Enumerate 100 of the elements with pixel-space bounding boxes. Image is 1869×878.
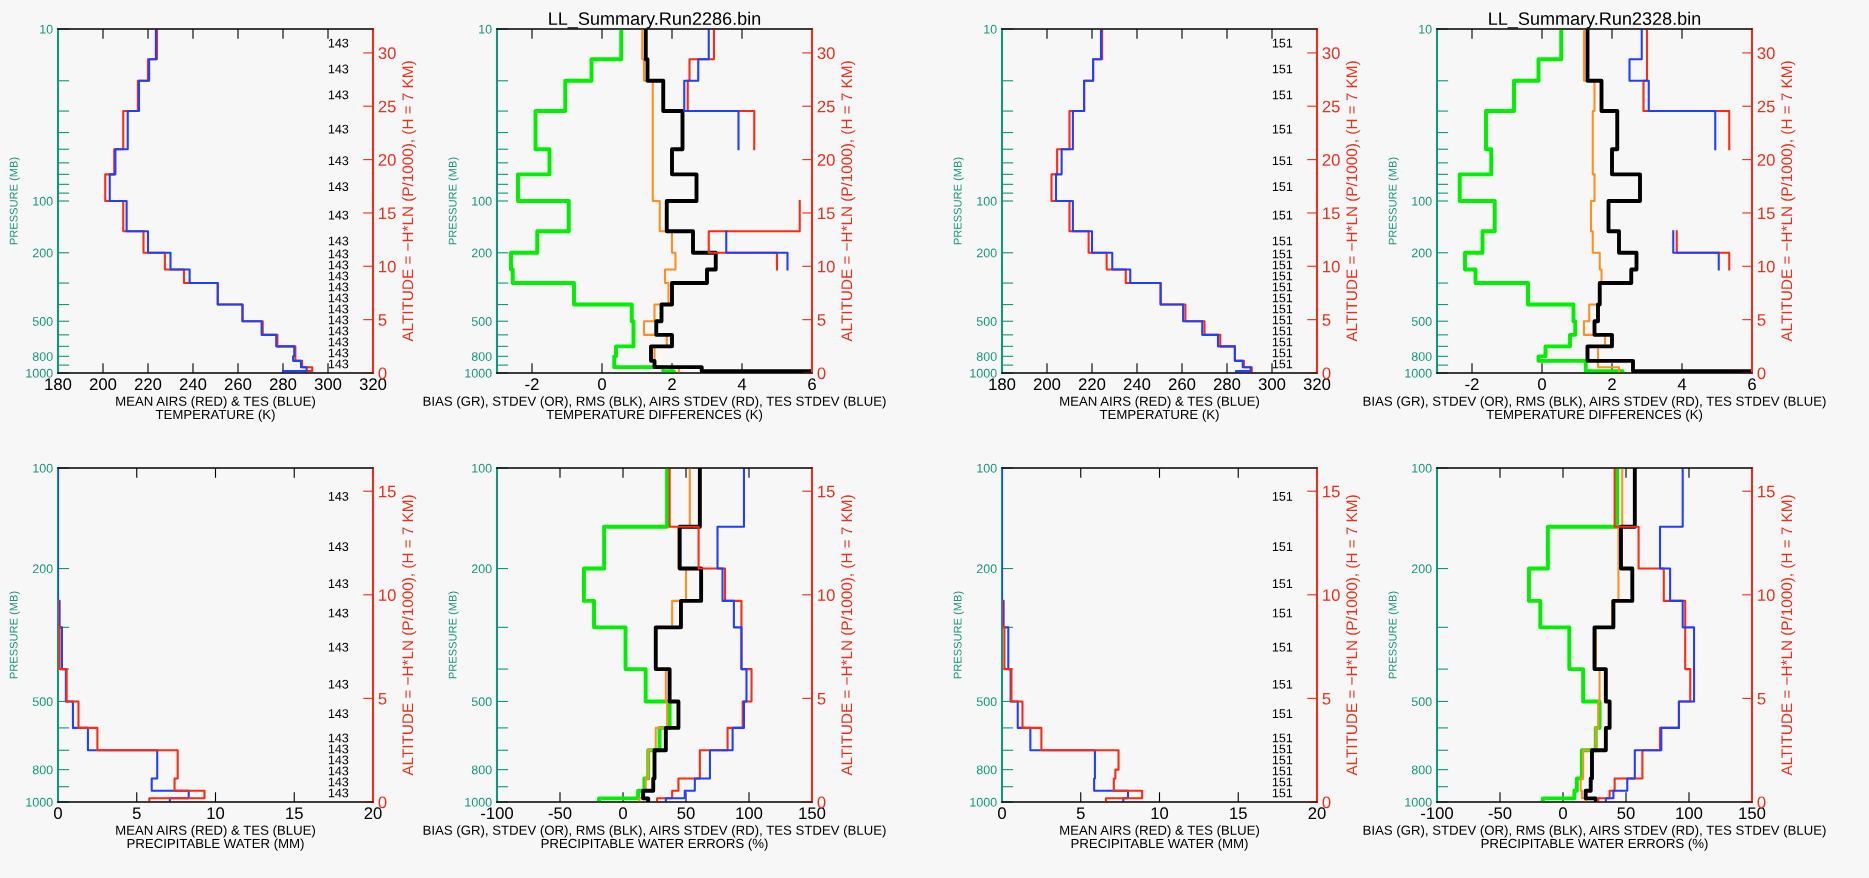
y-tick-label: 800 [1411, 352, 1432, 361]
y2-tick-label: 15 [1758, 485, 1775, 498]
x-tick-label: -50 [548, 807, 572, 820]
y2-tick-label: 15 [379, 207, 396, 220]
y2-tick-label: 15 [818, 207, 835, 220]
y-tick-label: 100 [472, 196, 492, 206]
y2-tick-label: 10 [1323, 589, 1340, 602]
annotation: 143 [328, 766, 349, 776]
y2-tick-label: 0 [378, 367, 387, 380]
annotation: 151 [1272, 64, 1293, 74]
x-axis-title: BIAS (GR), STDEV (OR), RMS (BLK), AIRS STDEV (RD), TES STDEV (BLUE) TEMPERATURE DIFFERENCES (K) [423, 396, 886, 422]
x-tick-label: 4 [1677, 378, 1687, 390]
x-tick-label: -2 [1465, 378, 1479, 390]
x-tick-label: 150 [1739, 807, 1766, 820]
annotation: 151 [1272, 709, 1293, 719]
y2-tick-label: 0 [817, 367, 826, 380]
annotation: 143 [328, 733, 349, 743]
y2-tick-label: 0 [1322, 367, 1331, 380]
x-tick-label: 2 [668, 378, 676, 390]
x-tick-label: 280 [269, 378, 297, 391]
y-axis-title: PRESSURE (MB) [448, 157, 459, 245]
x-tick-label: 50 [1617, 807, 1635, 820]
annotation: 143 [328, 642, 349, 652]
y2-tick-label: 15 [1323, 207, 1340, 220]
y2-tick-label: 25 [1757, 100, 1775, 113]
y-tick-label: 500 [32, 317, 53, 326]
annotation: 151 [1272, 579, 1293, 589]
x-tick-label: 150 [799, 807, 826, 820]
y2-axis-title: ALTITUDE = −H*LN (P/1000), (H = 7 KM) [1345, 61, 1361, 342]
y-axis-title: PRESSURE (MB) [1388, 157, 1399, 245]
annotation: 143 [328, 491, 349, 501]
y2-tick-label: 30 [1757, 47, 1775, 60]
y2-tick-label: 5 [817, 692, 826, 705]
y2-tick-label: 5 [1322, 314, 1331, 326]
y2-tick-label: 10 [379, 260, 396, 273]
y2-tick-label: 5 [817, 314, 826, 326]
annotation: 151 [1272, 304, 1293, 314]
x-tick-label: 15 [1230, 807, 1247, 820]
x-tick-label: 0 [619, 807, 627, 820]
annotation: 151 [1272, 788, 1293, 798]
y-axis-title: PRESSURE (MB) [9, 591, 20, 679]
x-tick-label: 10 [1151, 807, 1169, 820]
y-tick-label: 500 [471, 317, 492, 326]
x-tick-label: 200 [89, 378, 117, 391]
annotation: 151 [1272, 348, 1293, 358]
y-tick-label: 200 [976, 564, 997, 574]
y2-tick-label: 10 [1758, 260, 1775, 273]
y2-tick-label: 5 [1757, 314, 1766, 326]
y-tick-label: 100 [1412, 463, 1432, 473]
y-tick-label: 100 [977, 463, 997, 473]
annotation: 151 [1272, 642, 1293, 652]
y-axis-title: PRESSURE (MB) [448, 591, 459, 679]
x-axis-title: MEAN AIRS (RED) & TES (BLUE) PRECIPITABLE WATER (MM) [1060, 825, 1260, 851]
annotation: 151 [1272, 777, 1293, 787]
annotation: 143 [328, 38, 349, 48]
y-tick-label: 10 [479, 24, 492, 34]
line-series [1457, 29, 1625, 373]
y-tick-label: 100 [1412, 196, 1432, 206]
y-tick-label: 1000 [26, 797, 53, 807]
annotation: 151 [1272, 359, 1293, 369]
y2-tick-label: 0 [378, 796, 387, 809]
x-tick-label: -2 [525, 378, 539, 390]
x-tick-label: 320 [359, 378, 387, 391]
x-tick-label: 0 [54, 807, 62, 820]
x-tick-label: 280 [1213, 378, 1241, 391]
x-tick-label: 0 [598, 378, 606, 391]
x-tick-label: 300 [314, 378, 342, 391]
annotation: 143 [328, 542, 349, 552]
annotation: 151 [1272, 182, 1293, 192]
y-tick-label: 100 [33, 196, 53, 206]
chart-title: LL_Summary.Run2328.bin [1489, 11, 1701, 29]
y2-tick-label: 25 [1322, 100, 1340, 113]
y2-tick-label: 5 [1757, 692, 1766, 705]
y-axis-title: PRESSURE (MB) [953, 157, 964, 245]
y-tick-label: 10 [984, 24, 997, 34]
y-tick-label: 200 [976, 248, 997, 258]
annotation: 151 [1272, 755, 1293, 765]
annotation: 143 [328, 236, 349, 246]
x-tick-label: 300 [1258, 378, 1286, 391]
x-tick-label: 2 [1608, 378, 1616, 390]
x-tick-label: 6 [808, 378, 816, 391]
x-tick-label: 20 [364, 807, 382, 820]
y-tick-label: 800 [1411, 765, 1432, 775]
y2-tick-label: 0 [1757, 796, 1766, 809]
annotation: 151 [1272, 766, 1293, 776]
annotation: 151 [1272, 315, 1293, 325]
y-tick-label: 1000 [1405, 368, 1432, 378]
y2-tick-label: 15 [818, 485, 835, 498]
y-tick-label: 1000 [465, 368, 492, 378]
x-axis-title: BIAS (GR), STDEV (OR), RMS (BLK), AIRS STDEV (RD), TES STDEV (BLUE) PRECIPITABLE WATER ERRORS (%) [423, 825, 886, 851]
y2-tick-label: 0 [1322, 796, 1331, 809]
x-tick-label: 100 [736, 807, 763, 820]
annotation: 143 [328, 744, 349, 754]
y2-tick-label: 20 [1757, 154, 1775, 166]
x-tick-label: -100 [481, 807, 514, 820]
y2-axis-title: ALTITUDE = −H*LN (P/1000), (H = 7 KM) [1345, 495, 1361, 776]
x-tick-label: 220 [134, 378, 162, 391]
annotation: 143 [328, 359, 349, 369]
y-axis-title: PRESSURE (MB) [9, 157, 20, 245]
line-series [1579, 468, 1624, 802]
